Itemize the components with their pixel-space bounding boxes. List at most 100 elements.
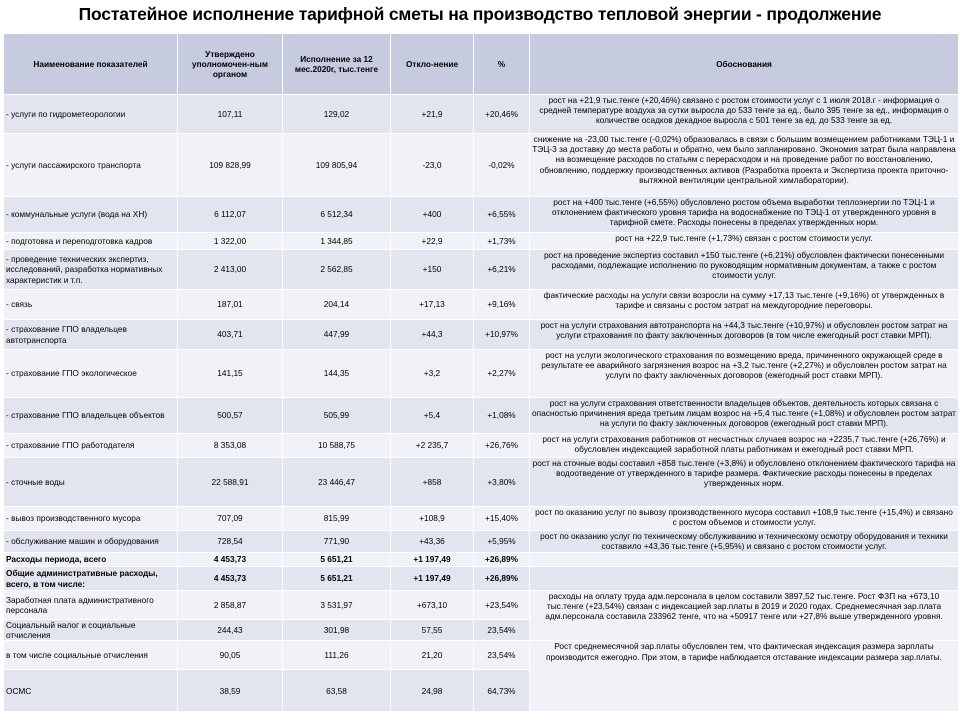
row-approved-cell: 8 353,08 [177,433,283,458]
row-deviation-cell: +22,9 [390,232,474,250]
row-approved-cell: 4 453,73 [177,552,283,567]
table-row: Общие административные расходы, всего, в… [3,566,959,591]
tariff-execution-table: Наименование показателей Утверждено упол… [3,33,959,713]
row-percent-cell: +1,73% [473,232,530,250]
table-body: - услуги по гидрометеорологии 107,11 129,0… [3,94,959,713]
row-percent-cell: +6,21% [473,249,530,290]
header-name: Наименование показателей [3,33,178,95]
table-row: - обслуживание машин и оборудования 728,5… [3,530,959,553]
row-actual-cell: 301,98 [282,618,391,642]
page-title: Постатейное исполнение тарифной сметы на… [78,4,882,24]
row-name-cell: - страхование ГПО работодателя [3,433,178,458]
table-row: - услуги пассажирского транспорта 109 828… [3,133,959,197]
row-deviation-cell: +1 197,49 [390,552,474,567]
table-row: - сточные воды 22 588,91 23 446,47 +858 +3,8… [3,457,959,507]
row-actual-cell: 2 562,85 [282,249,391,290]
row-percent-cell: 23,54% [473,618,530,642]
row-justification-cell: фактические расходы на услуги связи возр… [529,289,959,320]
row-name-cell: - подготовка и переподготовка кадров [3,232,178,250]
row-justification-cell: рост по оказанию услуг по техническому о… [529,530,959,553]
row-actual-cell: 23 446,47 [282,457,391,507]
row-percent-cell: +23,54% [473,590,530,620]
table-row: в том числе социальные отчисления 90,05 11… [3,640,959,713]
table-row: - связь 187,01 204,14 +17,13 +9,16% фактическ… [3,289,959,320]
row-deviation-cell: +5,4 [390,397,474,434]
row-deviation-cell: +400 [390,196,474,233]
table-row: - коммунальные услуги (вода на ХН) 6 112,… [3,196,959,233]
table-header-row: Наименование показателей Утверждено упол… [3,33,959,95]
row-percent-cell: 23,54% [473,640,530,671]
row-actual-cell: 144,35 [282,349,391,398]
row-deviation-cell: +673,10 [390,590,474,620]
row-percent-cell: +3,80% [473,457,530,507]
table-row: - страхование ГПО работодателя 8 353,08 10… [3,433,959,458]
row-deviation-cell: 21,20 [390,640,474,671]
row-name-cell: - услуги по гидрометеорологии [3,94,178,134]
row-deviation-cell: +150 [390,249,474,290]
row-name-cell: - страхование ГПО экологическое [3,349,178,398]
row-name-cell: - страхование ГПО владельцев объектов [3,397,178,434]
row-approved-cell: 187,01 [177,289,283,320]
row-justification-cell: рост на +400 тыс.тенге (+6,55%) обусловл… [529,196,959,233]
row-approved-cell: 6 112,07 [177,196,283,233]
row-actual-cell: 6 512,34 [282,196,391,233]
row-actual-cell: 109 805,94 [282,133,391,197]
row-name-cell: - связь [3,289,178,320]
row-justification-cell: рост на услуги страхования работников от… [529,433,959,458]
row-approved-cell: 141,15 [177,349,283,398]
row-percent-cell: +1,08% [473,397,530,434]
row-approved-cell: 403,71 [177,319,283,350]
row-actual-cell: 10 588,75 [282,433,391,458]
row-approved-cell: 107,11 [177,94,283,134]
row-name-cell: ОСМС [3,669,178,713]
row-actual-cell: 815,99 [282,506,391,531]
row-percent-cell: +26,89% [473,552,530,567]
row-deviation-cell: +2 235,7 [390,433,474,458]
row-justification-cell: расходы на оплату труда адм.персонала в … [529,589,959,642]
row-deviation-cell: 24,98 [390,669,474,713]
header-percent: % [473,33,530,95]
row-justification-cell: снижение на -23,00 тыс.тенге (-0,02%) об… [529,133,959,197]
row-name-cell: Общие административные расходы, всего, в… [3,566,178,591]
row-actual-cell: 63,58 [282,669,391,713]
table-row: Социальный налог и социальные отчисления… [3,618,959,642]
row-name-cell: Заработная плата административного персо… [3,590,178,620]
table-row: Заработная плата административного персо… [3,589,959,642]
table-row: - страхование ГПО владельцев объектов 500… [3,397,959,434]
row-deviation-cell: +44,3 [390,319,474,350]
row-percent-cell: +2,27% [473,349,530,398]
row-actual-cell: 447,99 [282,319,391,350]
table-row: - услуги по гидрометеорологии 107,11 129,0… [3,94,959,134]
row-name-cell: в том числе социальные отчисления [3,640,178,671]
row-justification-cell: рост по оказанию услуг по вывозу произво… [529,506,959,531]
row-deviation-cell: -23,0 [390,133,474,197]
row-approved-cell: 4 453,73 [177,566,283,591]
row-name-cell: - сточные воды [3,457,178,507]
row-justification-cell: Рост среднемесячной зар.платы обусловлен… [529,640,959,713]
row-name-cell: - проведение технических экспертиз, иссл… [3,249,178,290]
row-deviation-cell: +108,9 [390,506,474,531]
row-deviation-cell: +858 [390,457,474,507]
row-deviation-cell: +17,13 [390,289,474,320]
row-percent-cell: +5,95% [473,530,530,553]
row-actual-cell: 5 651,21 [282,552,391,567]
row-justification-cell [529,552,959,567]
row-percent-cell: -0,02% [473,133,530,197]
header-approved: Утверждено уполномочен-ным органом [177,33,283,95]
table-row: Расходы периода, всего 4 453,73 5 651,21 +1… [3,552,959,567]
row-name-cell: - страхование ГПО владельцев автотранспо… [3,319,178,350]
row-actual-cell: 5 651,21 [282,566,391,591]
row-percent-cell: 64,73% [473,669,530,713]
row-name-cell: Социальный налог и социальные отчисления [3,618,178,642]
row-justification-cell: рост на услуги страхования ответственнос… [529,397,959,434]
row-actual-cell: 505,99 [282,397,391,434]
row-percent-cell: +20,46% [473,94,530,134]
table-row: - вывоз производственного мусора 707,09 81… [3,506,959,531]
row-justification-cell: рост на услуги экологического страховани… [529,349,959,398]
row-approved-cell: 109 828,99 [177,133,283,197]
row-deviation-cell: +1 197,49 [390,566,474,591]
row-approved-cell: 90,05 [177,640,283,671]
row-deviation-cell: +3,2 [390,349,474,398]
row-justification-cell: рост на +22,9 тыс.тенге (+1,73%) связан … [529,232,959,250]
row-approved-cell: 38,59 [177,669,283,713]
